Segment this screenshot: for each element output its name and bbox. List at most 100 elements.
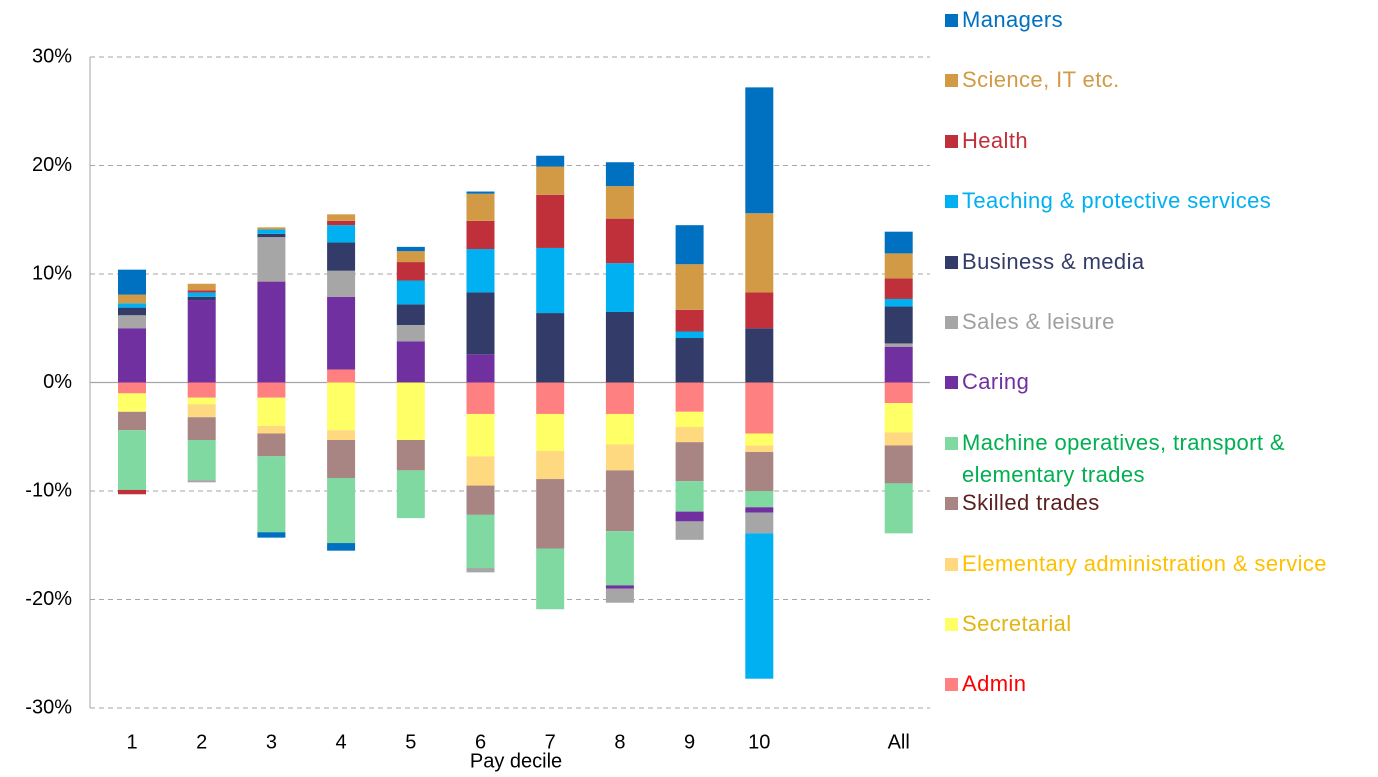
bar-segment [257, 382, 286, 398]
legend-entry: Managers [945, 4, 1370, 36]
bar-segment [605, 311, 634, 383]
legend-swatch [945, 74, 958, 88]
legend-label: Admin [962, 671, 1027, 697]
x-tick-label: 8 [614, 731, 625, 753]
bar-segment [396, 251, 425, 263]
legend-entry: Science, IT etc. [945, 64, 1370, 96]
legend-swatch [945, 376, 958, 390]
bar-segment [396, 341, 425, 383]
bar-segment [536, 155, 565, 167]
bar-segment [396, 280, 425, 305]
bar-segment [327, 296, 356, 370]
bar-segment [536, 450, 565, 480]
legend-swatch [945, 436, 958, 450]
legend-entry: Business & media [945, 246, 1370, 278]
bar-segment [466, 382, 495, 414]
legend-swatch [945, 134, 958, 148]
legend-label: Business & media [962, 248, 1145, 274]
bar-segment [466, 456, 495, 486]
bar-segment [257, 281, 286, 383]
bar-segment [745, 328, 774, 383]
bar-segment [466, 193, 495, 221]
bar-segment [745, 213, 774, 293]
bar-segment [118, 315, 146, 329]
bar-segment [257, 425, 286, 434]
bar-segment [187, 283, 216, 291]
bar-segment [884, 432, 913, 446]
bar-segment [396, 382, 425, 441]
bar-segment [536, 313, 565, 383]
bar-segment [327, 242, 356, 271]
bar-segment [257, 227, 286, 230]
bar-segment [884, 253, 913, 279]
bar-segment [884, 231, 913, 254]
bar-segment [605, 588, 634, 603]
bar-segment [745, 491, 774, 508]
bar-segment [675, 264, 704, 310]
y-tick-label: 20% [32, 154, 72, 176]
bar-segment [118, 393, 146, 412]
legend-label: Caring [962, 369, 1030, 395]
x-tick-label: 9 [684, 731, 695, 753]
legend-entry: Caring [945, 366, 1370, 398]
bar-segment [605, 531, 634, 586]
bar-segment [536, 413, 565, 451]
bar-segment [884, 403, 913, 433]
bar-segment [257, 397, 286, 426]
bar-segment [396, 262, 425, 281]
bar-segment [745, 382, 774, 434]
bar-segment [675, 442, 704, 482]
bar-segment [466, 249, 495, 293]
legend-swatch [945, 618, 958, 631]
bar-segment [396, 304, 425, 325]
bar-segment [605, 444, 634, 471]
y-tick-label: -10% [25, 479, 72, 501]
bar-segment [187, 292, 216, 297]
legend-swatch [945, 14, 958, 27]
bar-segment [466, 485, 495, 515]
bar-segment [466, 191, 495, 194]
x-axis-label: Pay decile [470, 750, 562, 772]
bar-segment [675, 521, 704, 540]
bar-segment [187, 417, 216, 441]
bar-segment [675, 511, 704, 522]
bar-segment [675, 382, 704, 412]
bar-segment [466, 220, 495, 250]
legend-swatch [945, 497, 958, 511]
y-tick-label: -30% [25, 696, 72, 718]
bar-segment [118, 307, 146, 316]
bar-segment [536, 194, 565, 248]
y-tick-label: 0% [43, 371, 72, 393]
bar-segment [466, 568, 495, 573]
x-tick-label: 10 [748, 731, 770, 753]
bar-segment [466, 354, 495, 383]
legend-entry: Admin [945, 668, 1370, 700]
legend-swatch [945, 557, 958, 571]
bar-segment [466, 292, 495, 355]
legend-label: Secretarial [962, 611, 1072, 636]
legend-label: Skilled trades [962, 490, 1100, 516]
bar-segment [396, 324, 425, 342]
legend-label: Sales & leisure [962, 309, 1115, 334]
bar-segment [536, 247, 565, 314]
x-tick-label: All [888, 731, 910, 753]
bar-segment [884, 445, 913, 484]
bar-segment [605, 382, 634, 414]
legend-entry: Secretarial [945, 608, 1370, 640]
bar-segment [118, 411, 146, 431]
bar-segment [257, 237, 286, 282]
bar-segment [675, 225, 704, 265]
legend-swatch [945, 678, 958, 692]
bar-segment [675, 481, 704, 512]
chart: Pay decile -30% -20% -10% 0% 10% 20% 30% 1 2 3 4 5 6… [25, 45, 930, 772]
bar-segment [675, 411, 704, 427]
grid [90, 56, 930, 709]
bar-segment [884, 298, 913, 307]
bar-segment [327, 440, 356, 478]
bar-segment [745, 433, 774, 446]
legend-entry: Skilled trades [945, 487, 1370, 519]
legend-label: Elementary administration & service [962, 550, 1327, 576]
bar-segment [884, 343, 913, 347]
bar-segment [536, 548, 565, 610]
